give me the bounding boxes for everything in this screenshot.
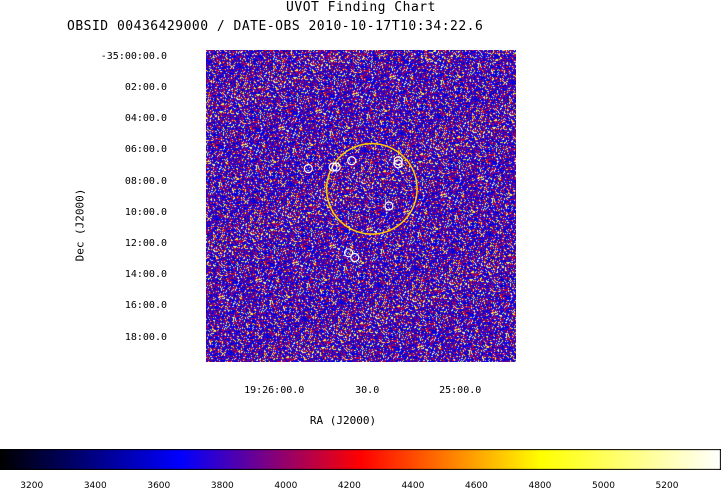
dec-tick-label: 10:00.0 xyxy=(124,206,167,218)
source-marker xyxy=(350,252,360,263)
source-overlay xyxy=(303,142,418,263)
ra-tick-label: 30.0 xyxy=(355,385,380,396)
colorbar-tick-label: 3800 xyxy=(210,481,234,491)
colorbar-tick-label: 4200 xyxy=(337,481,361,491)
colorbar xyxy=(0,449,721,470)
dec-tick-label: 14:00.0 xyxy=(124,269,167,281)
source-marker xyxy=(303,163,313,174)
colorbar-tick-label: 4800 xyxy=(528,481,552,491)
dec-tick-label: 18:00.0 xyxy=(124,331,167,343)
source-marker xyxy=(393,156,403,166)
chart-title: UVOT Finding Chart xyxy=(286,0,436,15)
dec-tick-label: -35:00:00.0 xyxy=(100,50,167,62)
y-axis-label: Dec (J2000) xyxy=(73,188,87,262)
source-marker xyxy=(344,248,354,258)
chart-subtitle: OBSID 00436429000 / DATE-OBS 2010-10-17T… xyxy=(67,19,484,34)
colorbar-tick-label: 5200 xyxy=(655,481,679,491)
dec-tick-label: 12:00.0 xyxy=(124,238,167,249)
dec-tick-label: 08:00.0 xyxy=(124,175,167,187)
source-marker xyxy=(384,201,394,211)
colorbar-tick-label: 4600 xyxy=(464,481,488,491)
x-axis-label: RA (J2000) xyxy=(309,414,377,427)
colorbar-tick-label: 3600 xyxy=(147,481,171,491)
colorbar-tick-label: 3400 xyxy=(83,481,107,491)
sky-image xyxy=(206,50,516,362)
error-circle xyxy=(325,142,418,235)
source-marker xyxy=(393,159,403,169)
colorbar-tick-label: 4000 xyxy=(274,481,298,491)
dec-tick-label: 04:00.0 xyxy=(124,113,167,125)
source-marker xyxy=(328,162,338,172)
colorbar-tick-label: 4400 xyxy=(401,481,425,491)
colorbar-tick-label: 5000 xyxy=(592,481,615,491)
source-marker xyxy=(347,156,357,166)
ra-tick-label: 25:00.0 xyxy=(439,385,482,396)
dec-tick-label: 16:00.0 xyxy=(124,300,167,312)
dec-tick-label: 02:00.0 xyxy=(124,82,167,93)
dec-tick-label: 06:00.0 xyxy=(124,144,167,156)
source-marker xyxy=(331,162,341,172)
colorbar-tick-label: 3200 xyxy=(20,481,44,491)
ra-tick-label: 19:26:00.0 xyxy=(244,385,305,396)
